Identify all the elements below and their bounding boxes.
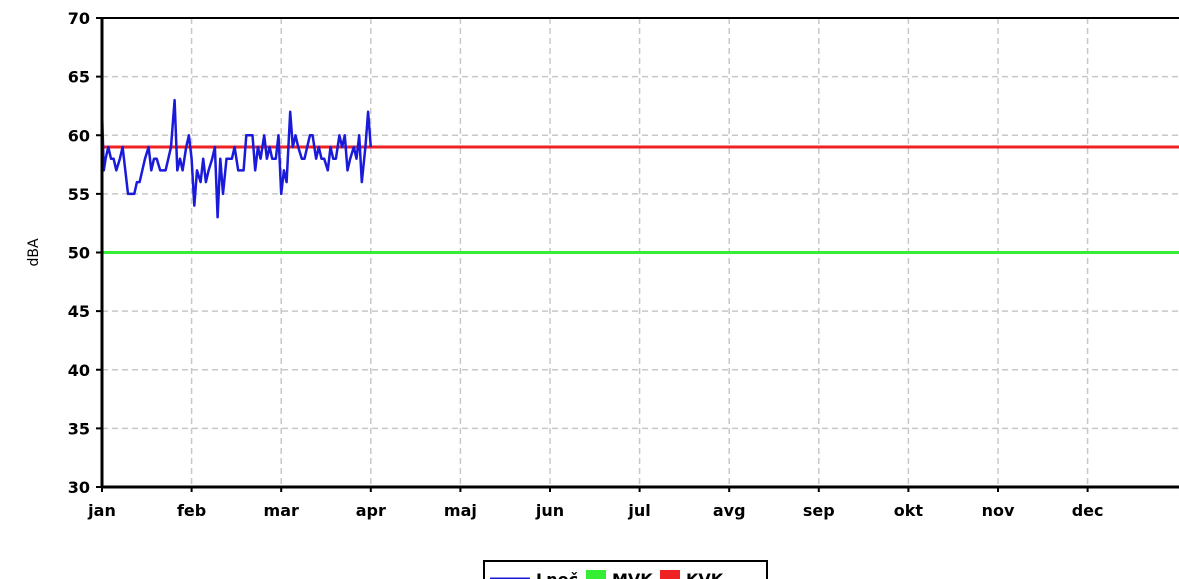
y-tick-label: 30: [68, 478, 90, 497]
legend-label: Lnoč: [536, 570, 578, 579]
x-tick-label: nov: [982, 501, 1015, 520]
y-axis-title: dBA: [26, 238, 42, 266]
x-tick-label: jul: [627, 501, 650, 520]
legend-label: KVK: [686, 570, 724, 579]
y-axis-ticks: 30 35 40 45 50 55 60 65 70: [68, 9, 102, 497]
x-tick-label: feb: [177, 501, 206, 520]
data-series: [100, 98, 373, 219]
legend-swatch-mvk: [586, 570, 606, 579]
legend-label: MVK: [612, 570, 653, 579]
reference-lines: [102, 145, 1179, 254]
x-tick-label: maj: [444, 501, 477, 520]
x-axis-ticks: jan feb mar apr maj jun jul avg sep okt nov dec: [87, 487, 1103, 520]
x-tick-label: jun: [535, 501, 564, 520]
x-tick-label: apr: [356, 501, 386, 520]
x-tick-label: mar: [264, 501, 299, 520]
y-tick-label: 60: [68, 126, 90, 145]
legend: Lnoč MVK KVK: [483, 560, 768, 579]
x-tick-label: okt: [894, 501, 924, 520]
y-tick-label: 45: [68, 302, 90, 321]
series-line-lnoc: [100, 98, 373, 219]
y-tick-label: 70: [68, 9, 90, 28]
legend-swatch-kvk: [660, 570, 680, 579]
y-tick-label: 65: [68, 68, 90, 87]
y-tick-label: 35: [68, 419, 90, 438]
x-tick-label: sep: [803, 501, 835, 520]
y-tick-label: 55: [68, 185, 90, 204]
x-tick-label: avg: [713, 501, 746, 520]
y-tick-label: 50: [68, 244, 90, 263]
x-tick-label: dec: [1072, 501, 1104, 520]
x-tick-label: jan: [87, 501, 116, 520]
y-tick-label: 40: [68, 361, 90, 380]
legend-box: [483, 560, 768, 579]
